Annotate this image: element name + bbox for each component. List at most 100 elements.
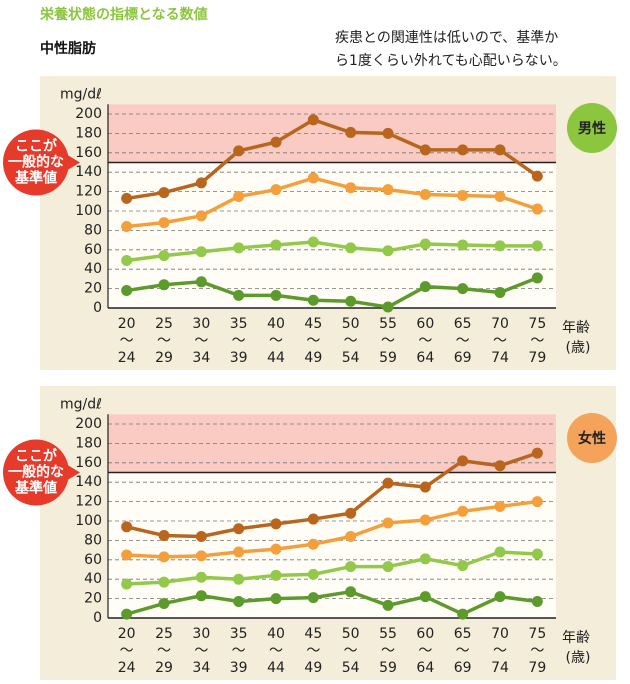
data-point: [158, 551, 170, 563]
x-tick-label: 20 〜 24: [118, 626, 136, 676]
x-tick-label: 30 〜 34: [192, 316, 210, 366]
data-point: [382, 184, 394, 196]
callout: [3, 129, 69, 196]
data-point: [121, 521, 133, 533]
data-point: [270, 136, 282, 148]
page-title: 中性脂肪: [40, 40, 96, 57]
y-tick-label: 200: [75, 416, 102, 432]
data-point: [419, 281, 431, 293]
badge-label: 男性: [578, 120, 606, 137]
series-line: [126, 240, 538, 263]
data-point: [233, 546, 245, 558]
x-tick-label: 60 〜 64: [416, 626, 434, 676]
data-point: [158, 279, 170, 291]
data-point: [270, 239, 282, 251]
data-point: [121, 549, 133, 561]
data-point: [233, 190, 245, 202]
y-tick-label: 100: [75, 513, 102, 529]
data-point: [457, 144, 469, 156]
x-tick-label: 55 〜 59: [379, 316, 397, 366]
x-axis-label: 年齢: [562, 630, 590, 646]
x-tick-label: 40 〜 44: [267, 626, 285, 676]
y-tick-label: 120: [75, 494, 102, 510]
data-point: [307, 538, 319, 550]
data-point: [121, 578, 133, 590]
y-tick-label: 180: [75, 125, 102, 141]
data-point: [233, 573, 245, 585]
data-point: [158, 187, 170, 199]
data-point: [195, 246, 207, 258]
callout: [3, 439, 69, 506]
data-point: [345, 561, 357, 573]
x-tick-label: 50 〜 54: [342, 316, 360, 366]
data-point: [457, 283, 469, 295]
data-point: [195, 210, 207, 222]
series-line: [126, 590, 538, 617]
y-tick-label: 80: [84, 222, 102, 238]
x-axis-note: (歳): [566, 650, 591, 666]
data-point: [270, 289, 282, 301]
data-point: [270, 543, 282, 555]
y-axis-label: mg/dℓ: [60, 86, 102, 102]
data-point: [494, 286, 506, 298]
description: 疾患との関連性は低いので、基準か: [335, 29, 558, 46]
y-tick-label: 140: [75, 474, 102, 490]
data-point: [195, 276, 207, 288]
data-point: [307, 114, 319, 126]
data-point: [233, 145, 245, 157]
callout-text: 基準値: [15, 170, 57, 187]
description: ら1度くらい外れても心配いらない。: [335, 53, 567, 69]
data-point: [270, 518, 282, 530]
data-point: [121, 192, 133, 204]
data-point: [345, 182, 357, 194]
x-axis-label: 年齢: [562, 320, 590, 336]
data-point: [158, 217, 170, 229]
x-tick-label: 20 〜 24: [118, 316, 136, 366]
data-point: [382, 245, 394, 257]
data-point: [457, 455, 469, 467]
data-point: [382, 301, 394, 313]
data-point: [307, 236, 319, 248]
data-point: [419, 553, 431, 565]
series-line: [126, 499, 538, 559]
x-tick-label: 75 〜 79: [528, 316, 546, 366]
data-point: [345, 242, 357, 254]
data-point: [419, 481, 431, 493]
callout-text: 一般的な: [8, 154, 64, 171]
data-point: [195, 177, 207, 189]
data-point: [233, 596, 245, 608]
data-point: [419, 189, 431, 201]
data-point: [345, 295, 357, 307]
data-point: [307, 568, 319, 580]
y-tick-label: 40: [84, 571, 102, 587]
x-tick-label: 65 〜 69: [454, 316, 472, 366]
data-point: [494, 591, 506, 603]
data-point: [419, 238, 431, 250]
badge-label: 女性: [578, 430, 606, 447]
data-point: [457, 239, 469, 251]
data-point: [494, 500, 506, 512]
data-point: [121, 221, 133, 233]
x-axis-note: (歳): [566, 340, 591, 356]
x-tick-label: 25 〜 29: [155, 626, 173, 676]
data-point: [270, 593, 282, 605]
data-point: [382, 477, 394, 489]
y-tick-label: 80: [84, 532, 102, 548]
data-point: [158, 597, 170, 609]
data-point: [531, 170, 543, 182]
data-point: [233, 289, 245, 301]
data-point: [233, 523, 245, 535]
data-point: [382, 599, 394, 611]
data-point: [270, 569, 282, 581]
data-point: [345, 507, 357, 519]
data-point: [195, 571, 207, 583]
x-tick-label: 55 〜 59: [379, 626, 397, 676]
y-tick-label: 160: [75, 145, 102, 161]
x-tick-label: 70 〜 74: [491, 316, 509, 366]
data-point: [531, 548, 543, 560]
data-point: [121, 254, 133, 266]
data-point: [457, 608, 469, 620]
data-point: [307, 592, 319, 604]
x-tick-label: 60 〜 64: [416, 316, 434, 366]
y-tick-label: 140: [75, 164, 102, 180]
